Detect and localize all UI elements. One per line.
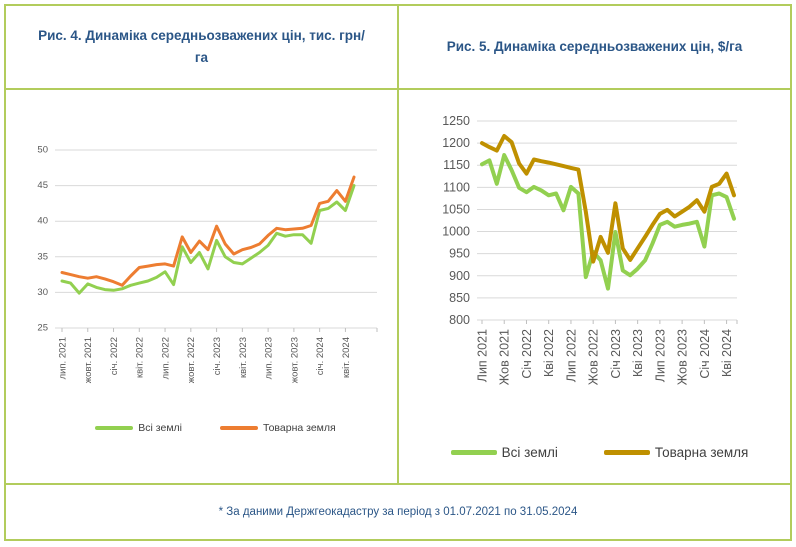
svg-text:1150: 1150 — [443, 158, 470, 172]
svg-text:лип. 2021: лип. 2021 — [57, 337, 68, 379]
svg-text:45: 45 — [37, 180, 48, 191]
svg-text:Січ 2023: Січ 2023 — [609, 329, 623, 379]
footnote-text: * За даними Держгеокадастру за період з … — [218, 506, 578, 518]
fig5-title-cell: Рис. 5. Динаміка середньозважених цін, $… — [399, 6, 790, 90]
legend-item-commodity-land: Товарна земля — [603, 445, 749, 460]
svg-text:800: 800 — [449, 313, 470, 327]
svg-text:квіт. 2024: квіт. 2024 — [341, 337, 352, 378]
svg-text:1200: 1200 — [442, 136, 470, 150]
legend-item-commodity-land: Товарна земля — [220, 422, 336, 434]
svg-text:50: 50 — [37, 145, 48, 156]
svg-text:жовт. 2023: жовт. 2023 — [289, 337, 300, 383]
legend-label: Всі землі — [138, 422, 182, 434]
green-line-swatch — [95, 426, 134, 430]
svg-text:Жов 2021: Жов 2021 — [498, 329, 512, 385]
svg-text:Січ 2024: Січ 2024 — [698, 329, 712, 379]
svg-text:квіт. 2023: квіт. 2023 — [238, 337, 249, 378]
svg-text:жовт. 2022: жовт. 2022 — [186, 337, 197, 383]
fig4-title: Рис. 4. Динаміка середньозважених цін, т… — [38, 28, 365, 65]
legend-label: Товарна земля — [654, 445, 749, 460]
svg-text:850: 850 — [449, 291, 470, 305]
svg-text:Кві 2023: Кві 2023 — [631, 329, 645, 377]
svg-text:1000: 1000 — [442, 225, 470, 239]
svg-text:40: 40 — [37, 216, 48, 227]
legend-label: Товарна земля — [263, 422, 336, 434]
legend-item-all-lands: Всі землі — [450, 445, 558, 460]
legend-item-all-lands: Всі землі — [95, 422, 182, 434]
svg-text:січ. 2023: січ. 2023 — [212, 337, 223, 375]
svg-text:квіт. 2022: квіт. 2022 — [135, 337, 146, 378]
fig4-legend: Всі землі Товарна земля — [6, 422, 397, 434]
svg-text:Січ 2022: Січ 2022 — [520, 329, 534, 379]
svg-text:1050: 1050 — [442, 202, 470, 216]
fig5-legend: Всі землі Товарна земля — [399, 445, 790, 460]
svg-text:січ. 2022: січ. 2022 — [109, 337, 120, 375]
svg-text:Жов 2022: Жов 2022 — [587, 329, 601, 385]
svg-text:Лип 2021: Лип 2021 — [476, 329, 490, 382]
svg-text:35: 35 — [37, 251, 48, 262]
svg-text:жовт. 2021: жовт. 2021 — [83, 337, 94, 383]
svg-text:лип. 2023: лип. 2023 — [264, 337, 275, 379]
fig5-title: Рис. 5. Динаміка середньозважених цін, $… — [446, 39, 743, 55]
svg-text:лип. 2022: лип. 2022 — [160, 337, 171, 379]
orange-line-swatch — [220, 426, 258, 430]
svg-text:30: 30 — [37, 287, 48, 298]
legend-label: Всі землі — [501, 445, 558, 460]
svg-text:Лип 2023: Лип 2023 — [653, 329, 667, 382]
svg-text:950: 950 — [449, 247, 470, 261]
svg-text:січ. 2024: січ. 2024 — [315, 337, 326, 375]
green-line-swatch — [450, 450, 497, 455]
fig5-chart-cell: 800 850 900 950 1000 1050 1100 1150 1200 1250 Лип … — [399, 90, 790, 485]
svg-text:Лип 2022: Лип 2022 — [564, 329, 578, 382]
svg-text:Кві 2024: Кві 2024 — [720, 329, 734, 377]
svg-text:900: 900 — [449, 269, 470, 283]
svg-text:25: 25 — [37, 323, 48, 334]
fig4-chart-cell: 25 30 35 40 45 50 лип. 2021 жовт. 2021 січ. 2022… — [6, 90, 399, 485]
svg-text:Жов 2023: Жов 2023 — [676, 329, 690, 385]
svg-text:1100: 1100 — [443, 180, 470, 194]
dark-yellow-line-swatch — [603, 450, 650, 455]
fig4-title-cell: Рис. 4. Динаміка середньозважених цін, т… — [6, 6, 399, 90]
svg-text:Кві 2022: Кві 2022 — [542, 329, 556, 377]
table-frame: Рис. 4. Динаміка середньозважених цін, т… — [4, 4, 792, 541]
fig4-line-chart: 25 30 35 40 45 50 лип. 2021 жовт. 2021 січ. 2022… — [37, 145, 378, 383]
svg-text:1250: 1250 — [442, 114, 470, 128]
footnote-cell: * За даними Держгеокадастру за період з … — [6, 485, 790, 539]
fig5-line-chart: 800 850 900 950 1000 1050 1100 1150 1200 1250 Лип … — [442, 114, 738, 385]
